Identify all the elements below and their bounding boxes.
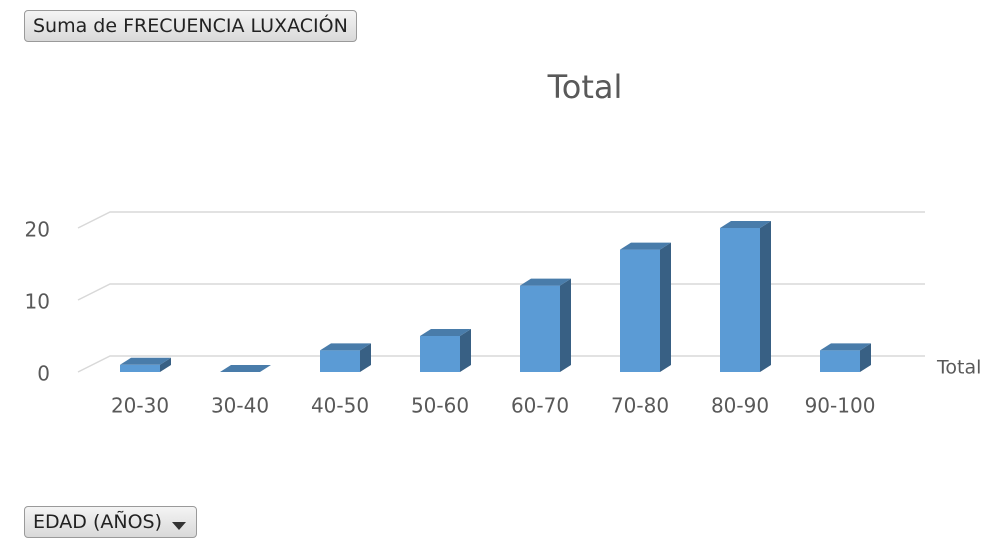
x-tick-label: 20-30 xyxy=(111,394,169,418)
bar-side xyxy=(660,242,671,372)
bar-side xyxy=(260,365,271,372)
bar-top xyxy=(520,278,571,286)
bar xyxy=(320,343,371,372)
axis-field-button[interactable]: EDAD (AÑOS) xyxy=(24,506,198,538)
bar-top xyxy=(320,343,371,351)
bar xyxy=(720,221,771,372)
bar-top xyxy=(620,242,671,250)
x-tick-label: 90-100 xyxy=(805,394,876,418)
bar-front xyxy=(820,350,860,372)
bar-front xyxy=(120,364,160,372)
button-label: EDAD (AÑOS) xyxy=(33,511,163,533)
bar xyxy=(520,278,571,372)
grid-line xyxy=(77,355,925,373)
bar xyxy=(220,365,271,372)
bar-side xyxy=(560,278,571,372)
bar-side xyxy=(160,357,171,372)
bar-front xyxy=(520,285,560,372)
bar-top xyxy=(220,365,271,372)
x-tick-label: 40-50 xyxy=(311,394,369,418)
bar-front xyxy=(320,350,360,372)
x-tick-label: 30-40 xyxy=(211,394,269,418)
grid-line xyxy=(77,211,925,229)
dropdown-arrow xyxy=(172,522,187,530)
x-tick-label: 60-70 xyxy=(511,394,569,418)
bar-front xyxy=(620,249,660,372)
value-field-button[interactable]: Suma de FRECUENCIA LUXACIÓN xyxy=(24,10,357,42)
x-tick-label: 50-60 xyxy=(411,394,469,418)
bar-front xyxy=(420,336,460,372)
x-tick-label: 80-90 xyxy=(711,394,769,418)
bar xyxy=(820,343,871,372)
bar-top xyxy=(720,221,771,228)
legend-label: Total xyxy=(936,357,981,379)
bar-top xyxy=(820,343,871,351)
bar-front xyxy=(720,228,760,372)
chart-title: Total xyxy=(547,68,623,106)
bar xyxy=(420,329,471,372)
bar-side xyxy=(360,343,371,372)
bar-side xyxy=(460,329,471,372)
bar-top xyxy=(420,329,471,336)
grid-line xyxy=(77,283,925,301)
bar xyxy=(620,242,671,372)
y-tick-label: 10 xyxy=(25,290,50,314)
y-tick-label: 20 xyxy=(25,218,50,242)
x-tick-label: 70-80 xyxy=(611,394,669,418)
bar-side xyxy=(760,221,771,372)
bar-top xyxy=(120,357,171,365)
y-tick-label: 0 xyxy=(37,362,50,386)
bar-side xyxy=(860,343,871,372)
bar xyxy=(120,357,171,372)
